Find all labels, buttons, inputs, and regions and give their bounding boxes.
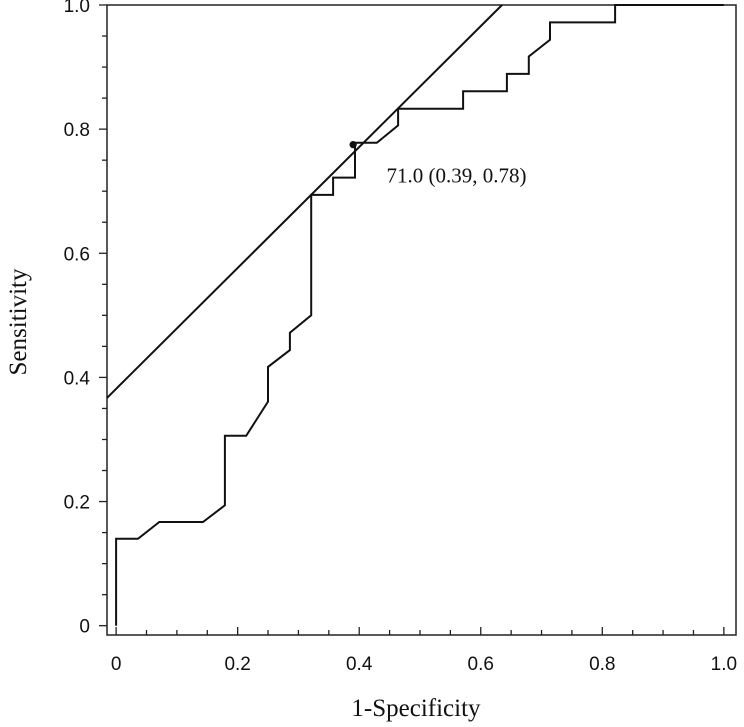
x-tick-label: 0.4 bbox=[346, 654, 373, 675]
optimal-point-marker bbox=[349, 141, 357, 149]
y-tick-label: 1.0 bbox=[64, 0, 90, 17]
x-axis-ticks: 0 0.2 0.4 0.6 0.8 1.0 bbox=[111, 627, 737, 675]
x-tick-label: 0 bbox=[111, 654, 122, 675]
x-tick-label: 1.0 bbox=[711, 654, 737, 675]
roc-curve-line bbox=[115, 4, 724, 626]
plot-frame bbox=[106, 4, 737, 636]
x-axis-title: 1-Specificity bbox=[351, 695, 481, 722]
y-axis-ticks: 0 0.2 0.4 0.6 0.8 1.0 bbox=[64, 0, 107, 638]
y-tick-label: 0.8 bbox=[64, 120, 90, 141]
y-tick-label: 0 bbox=[79, 617, 90, 638]
x-tick-label: 0.6 bbox=[468, 654, 494, 675]
optimal-point-label: 71.0 (0.39, 0.78) bbox=[387, 164, 527, 188]
y-axis-title: Sensitivity bbox=[5, 268, 32, 375]
tangent-line bbox=[106, 4, 503, 399]
x-tick-label: 0.2 bbox=[224, 654, 250, 675]
y-tick-label: 0.6 bbox=[64, 244, 90, 265]
y-tick-label: 0.2 bbox=[64, 493, 90, 514]
x-tick-label: 0.8 bbox=[589, 654, 615, 675]
y-tick-label: 0.4 bbox=[64, 368, 91, 389]
plot-area: 71.0 (0.39, 0.78) bbox=[106, 4, 724, 626]
